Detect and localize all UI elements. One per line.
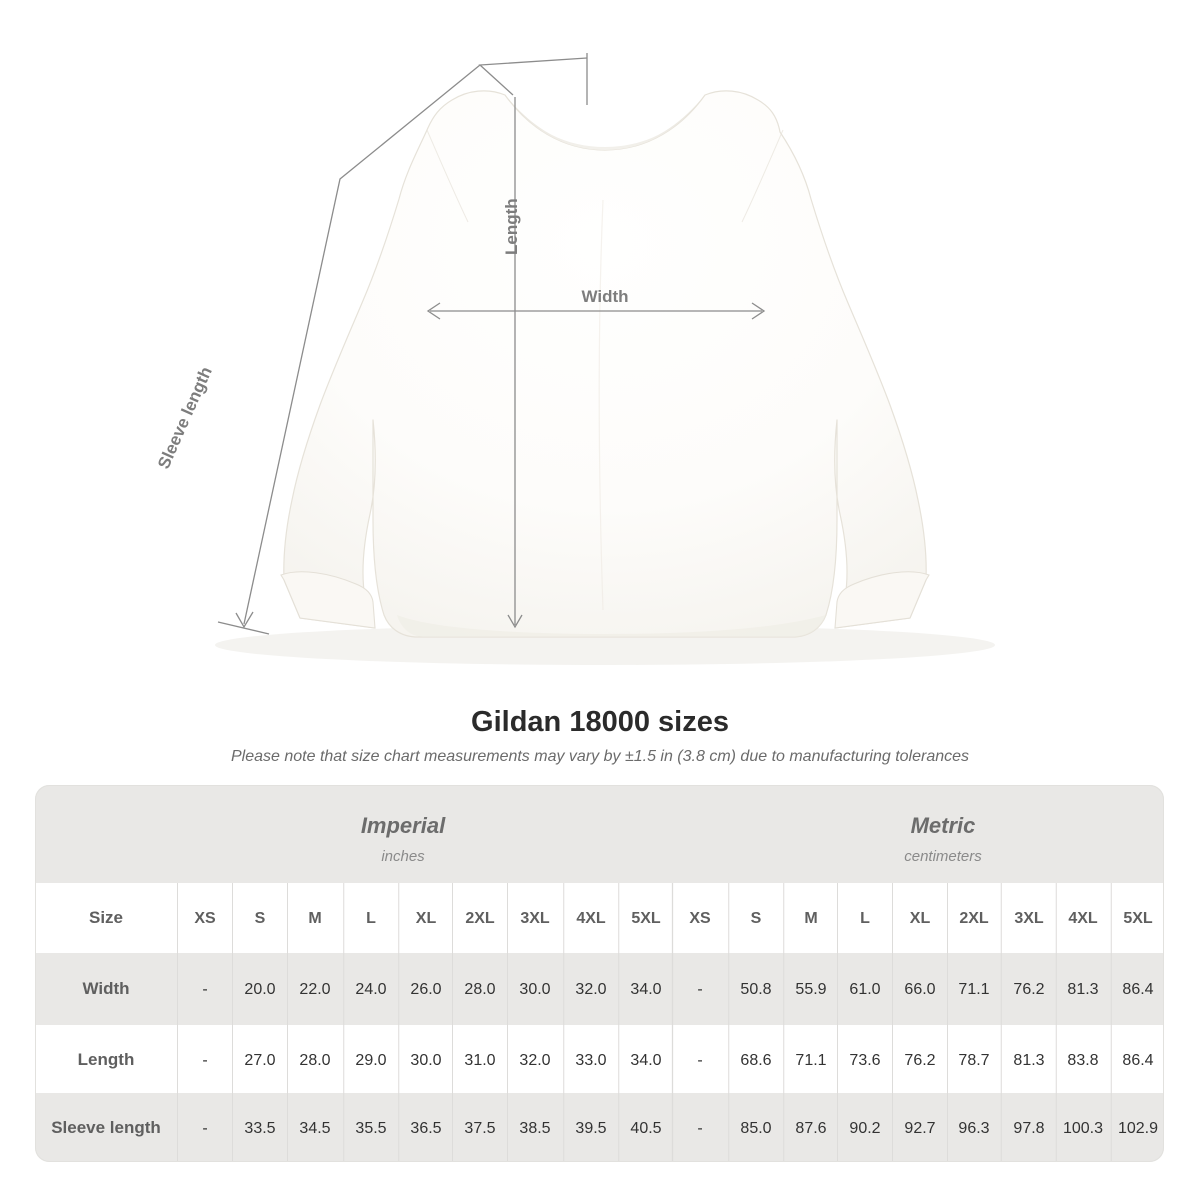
svg-text:S: S <box>751 910 762 927</box>
svg-text:86.4: 86.4 <box>1122 981 1153 998</box>
svg-text:34.0: 34.0 <box>630 1052 661 1069</box>
svg-text:34.0: 34.0 <box>630 981 661 998</box>
svg-text:34.5: 34.5 <box>299 1120 330 1137</box>
svg-text:86.4: 86.4 <box>1122 1052 1153 1069</box>
svg-text:-: - <box>202 1120 207 1137</box>
svg-text:20.0: 20.0 <box>244 981 275 998</box>
svg-text:26.0: 26.0 <box>410 981 441 998</box>
svg-text:66.0: 66.0 <box>904 981 935 998</box>
svg-text:102.9: 102.9 <box>1118 1120 1158 1137</box>
svg-text:87.6: 87.6 <box>795 1120 826 1137</box>
svg-text:73.6: 73.6 <box>849 1052 880 1069</box>
svg-text:M: M <box>308 910 321 927</box>
svg-text:28.0: 28.0 <box>464 981 495 998</box>
svg-text:4XL: 4XL <box>576 910 606 927</box>
svg-text:97.8: 97.8 <box>1013 1120 1044 1137</box>
svg-text:40.5: 40.5 <box>630 1120 661 1137</box>
svg-text:-: - <box>697 1052 702 1069</box>
svg-text:XS: XS <box>689 910 711 927</box>
svg-text:71.1: 71.1 <box>958 981 989 998</box>
svg-text:S: S <box>255 910 266 927</box>
svg-text:38.5: 38.5 <box>519 1120 550 1137</box>
svg-text:30.0: 30.0 <box>519 981 550 998</box>
svg-text:85.0: 85.0 <box>740 1120 771 1137</box>
svg-text:71.1: 71.1 <box>795 1052 826 1069</box>
svg-text:XL: XL <box>416 910 437 927</box>
svg-text:50.8: 50.8 <box>740 981 771 998</box>
svg-text:76.2: 76.2 <box>904 1052 935 1069</box>
svg-text:L: L <box>860 910 870 927</box>
svg-text:Width: Width <box>581 287 628 306</box>
svg-text:24.0: 24.0 <box>355 981 386 998</box>
svg-text:81.3: 81.3 <box>1067 981 1098 998</box>
svg-text:XL: XL <box>910 910 931 927</box>
svg-text:32.0: 32.0 <box>575 981 606 998</box>
svg-text:90.2: 90.2 <box>849 1120 880 1137</box>
svg-text:61.0: 61.0 <box>849 981 880 998</box>
svg-text:37.5: 37.5 <box>464 1120 495 1137</box>
svg-text:33.5: 33.5 <box>244 1120 275 1137</box>
svg-text:30.0: 30.0 <box>410 1052 441 1069</box>
svg-text:Length: Length <box>78 1050 135 1069</box>
svg-text:Imperial: Imperial <box>361 813 446 838</box>
svg-text:100.3: 100.3 <box>1063 1120 1103 1137</box>
svg-text:96.3: 96.3 <box>958 1120 989 1137</box>
svg-text:centimeters: centimeters <box>904 848 982 865</box>
svg-text:L: L <box>366 910 376 927</box>
svg-text:XS: XS <box>194 910 216 927</box>
svg-text:29.0: 29.0 <box>355 1052 386 1069</box>
svg-text:-: - <box>697 981 702 998</box>
svg-text:32.0: 32.0 <box>519 1052 550 1069</box>
svg-text:28.0: 28.0 <box>299 1052 330 1069</box>
svg-text:33.0: 33.0 <box>575 1052 606 1069</box>
svg-text:83.8: 83.8 <box>1067 1052 1098 1069</box>
svg-text:Sleeve length: Sleeve length <box>154 364 216 472</box>
svg-text:Sleeve length: Sleeve length <box>51 1118 161 1137</box>
svg-text:5XL: 5XL <box>1123 910 1153 927</box>
svg-text:22.0: 22.0 <box>299 981 330 998</box>
svg-text:2XL: 2XL <box>465 910 495 927</box>
svg-text:55.9: 55.9 <box>795 981 826 998</box>
svg-text:inches: inches <box>381 848 425 865</box>
svg-text:M: M <box>804 910 817 927</box>
svg-text:68.6: 68.6 <box>740 1052 771 1069</box>
svg-text:78.7: 78.7 <box>958 1052 989 1069</box>
svg-text:76.2: 76.2 <box>1013 981 1044 998</box>
svg-text:35.5: 35.5 <box>355 1120 386 1137</box>
svg-text:-: - <box>202 1052 207 1069</box>
svg-text:Length: Length <box>502 198 521 255</box>
svg-text:Metric: Metric <box>911 813 976 838</box>
svg-text:Width: Width <box>82 979 129 998</box>
svg-text:36.5: 36.5 <box>410 1120 441 1137</box>
svg-text:-: - <box>202 981 207 998</box>
svg-text:31.0: 31.0 <box>464 1052 495 1069</box>
svg-text:-: - <box>697 1120 702 1137</box>
svg-text:3XL: 3XL <box>1014 910 1044 927</box>
svg-text:92.7: 92.7 <box>904 1120 935 1137</box>
svg-text:39.5: 39.5 <box>575 1120 606 1137</box>
svg-text:4XL: 4XL <box>1068 910 1098 927</box>
svg-text:Size: Size <box>89 908 123 927</box>
svg-text:27.0: 27.0 <box>244 1052 275 1069</box>
svg-text:81.3: 81.3 <box>1013 1052 1044 1069</box>
svg-text:5XL: 5XL <box>631 910 661 927</box>
svg-text:3XL: 3XL <box>520 910 550 927</box>
svg-text:2XL: 2XL <box>959 910 989 927</box>
